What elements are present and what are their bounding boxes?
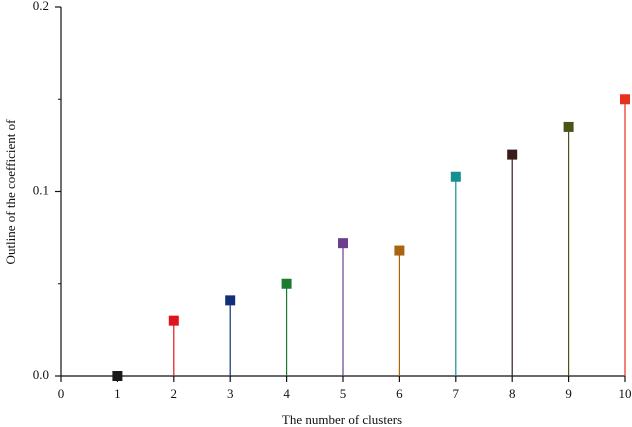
marker [394, 245, 405, 256]
y-axis-label: Outline of the coefficient of [3, 119, 18, 265]
y-tick-label: 0.1 [33, 182, 49, 197]
marker [168, 315, 179, 326]
marker [225, 295, 236, 306]
y-tick-label: 0.0 [33, 367, 49, 382]
marker [563, 121, 574, 132]
x-tick-label: 10 [619, 386, 632, 401]
x-tick-label: 9 [565, 386, 572, 401]
marker [112, 371, 123, 381]
y-tick-label: 0.2 [33, 0, 49, 13]
marker [450, 171, 461, 182]
x-tick-label: 8 [509, 386, 516, 401]
x-tick-label: 5 [340, 386, 347, 401]
marker [507, 149, 518, 160]
marker [620, 94, 630, 105]
x-tick-label: 7 [453, 386, 460, 401]
marker [338, 238, 348, 249]
x-tick-label: 1 [114, 386, 121, 401]
marker [281, 278, 292, 289]
x-tick-label: 3 [227, 386, 234, 401]
x-tick-label: 2 [171, 386, 178, 401]
x-axis-label: The number of clusters [282, 412, 402, 427]
x-tick-label: 0 [58, 386, 65, 401]
x-tick-label: 6 [396, 386, 403, 401]
x-tick-label: 4 [283, 386, 290, 401]
